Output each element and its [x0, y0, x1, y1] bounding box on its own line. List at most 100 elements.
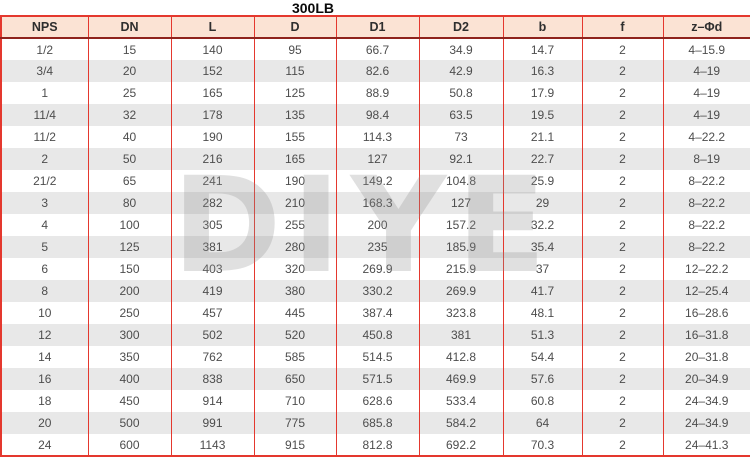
cell-nps: 21/2 [0, 170, 89, 192]
table-row: 6 150 403 320 269.9 215.9 37 2 12–22.2 [0, 258, 750, 280]
header-row: NPS DN L D D1 D2 b f z–Φd [0, 15, 750, 39]
cell-f: 2 [581, 368, 664, 390]
cell-nps: 20 [0, 412, 89, 434]
cell-f: 2 [581, 236, 664, 258]
cell-d: 155 [253, 126, 337, 148]
cell-nps: 1/2 [0, 38, 89, 60]
table-row: 10 250 457 445 387.4 323.8 48.1 2 16–28.6 [0, 302, 750, 324]
cell-b: 37 [502, 258, 583, 280]
cell-z-phi-d: 4–22.2 [662, 126, 750, 148]
cell-b: 32.2 [502, 214, 583, 236]
column-header-d: D [253, 15, 337, 39]
table-row: 20 500 991 775 685.8 584.2 64 2 24–34.9 [0, 412, 750, 434]
cell-l: 165 [170, 82, 255, 104]
cell-d2: 127 [418, 192, 504, 214]
cell-f: 2 [581, 324, 664, 346]
cell-d2: 269.9 [418, 280, 504, 302]
cell-d2: 63.5 [418, 104, 504, 126]
column-header-f: f [581, 15, 664, 39]
table-row: 3/4 20 152 115 82.6 42.9 16.3 2 4–19 [0, 60, 750, 82]
cell-dn: 450 [87, 390, 172, 412]
cell-d1: 149.2 [335, 170, 420, 192]
table-row: 3 80 282 210 168.3 127 29 2 8–22.2 [0, 192, 750, 214]
cell-l: 838 [170, 368, 255, 390]
table-row: 12 300 502 520 450.8 381 51.3 2 16–31.8 [0, 324, 750, 346]
cell-z-phi-d: 8–22.2 [662, 192, 750, 214]
cell-d1: 450.8 [335, 324, 420, 346]
cell-dn: 65 [87, 170, 172, 192]
cell-z-phi-d: 4–19 [662, 104, 750, 126]
flange-dimension-table: NPS DN L D D1 D2 b f z–Φd 1/2 15 140 95 66.7 34.9 14.7… [0, 15, 750, 457]
cell-d1: 514.5 [335, 346, 420, 368]
cell-f: 2 [581, 38, 664, 60]
cell-b: 41.7 [502, 280, 583, 302]
cell-dn: 150 [87, 258, 172, 280]
cell-d2: 50.8 [418, 82, 504, 104]
table-header: NPS DN L D D1 D2 b f z–Φd [0, 15, 750, 39]
cell-d: 115 [253, 60, 337, 82]
cell-l: 381 [170, 236, 255, 258]
cell-dn: 32 [87, 104, 172, 126]
cell-z-phi-d: 24–41.3 [662, 434, 750, 456]
table-title: 300LB [291, 0, 335, 16]
cell-b: 57.6 [502, 368, 583, 390]
cell-d: 125 [253, 82, 337, 104]
cell-dn: 50 [87, 148, 172, 170]
cell-b: 64 [502, 412, 583, 434]
cell-l: 140 [170, 38, 255, 60]
cell-l: 502 [170, 324, 255, 346]
cell-d1: 812.8 [335, 434, 420, 456]
cell-d: 280 [253, 236, 337, 258]
cell-f: 2 [581, 126, 664, 148]
cell-f: 2 [581, 258, 664, 280]
cell-l: 216 [170, 148, 255, 170]
cell-z-phi-d: 20–34.9 [662, 368, 750, 390]
cell-d: 710 [253, 390, 337, 412]
cell-b: 29 [502, 192, 583, 214]
table-body: 1/2 15 140 95 66.7 34.9 14.7 2 4–15.9 3/4 20 152 115… [0, 38, 750, 456]
cell-d1: 269.9 [335, 258, 420, 280]
cell-b: 48.1 [502, 302, 583, 324]
cell-f: 2 [581, 82, 664, 104]
cell-l: 419 [170, 280, 255, 302]
cell-d: 585 [253, 346, 337, 368]
cell-d: 320 [253, 258, 337, 280]
column-header-d1: D1 [335, 15, 420, 39]
table-row: 5 125 381 280 235 185.9 35.4 2 8–22.2 [0, 236, 750, 258]
cell-b: 25.9 [502, 170, 583, 192]
cell-nps: 11/4 [0, 104, 89, 126]
cell-d1: 387.4 [335, 302, 420, 324]
cell-dn: 600 [87, 434, 172, 456]
cell-d2: 533.4 [418, 390, 504, 412]
cell-dn: 15 [87, 38, 172, 60]
cell-f: 2 [581, 60, 664, 82]
cell-nps: 18 [0, 390, 89, 412]
cell-z-phi-d: 4–15.9 [662, 38, 750, 60]
cell-b: 51.3 [502, 324, 583, 346]
cell-l: 305 [170, 214, 255, 236]
table-row: 8 200 419 380 330.2 269.9 41.7 2 12–25.4 [0, 280, 750, 302]
cell-l: 152 [170, 60, 255, 82]
cell-d: 190 [253, 170, 337, 192]
cell-l: 282 [170, 192, 255, 214]
table-row: 24 600 1143 915 812.8 692.2 70.3 2 24–41.3 [0, 434, 750, 456]
cell-nps: 8 [0, 280, 89, 302]
cell-f: 2 [581, 434, 664, 456]
column-header-z-phi-d: z–Φd [662, 15, 750, 39]
cell-f: 2 [581, 214, 664, 236]
cell-f: 2 [581, 280, 664, 302]
column-header-b: b [502, 15, 583, 39]
table-row: 21/2 65 241 190 149.2 104.8 25.9 2 8–22.2 [0, 170, 750, 192]
cell-d2: 692.2 [418, 434, 504, 456]
cell-dn: 400 [87, 368, 172, 390]
cell-f: 2 [581, 412, 664, 434]
cell-z-phi-d: 8–22.2 [662, 170, 750, 192]
cell-d2: 185.9 [418, 236, 504, 258]
cell-z-phi-d: 16–28.6 [662, 302, 750, 324]
cell-d2: 381 [418, 324, 504, 346]
cell-d2: 157.2 [418, 214, 504, 236]
cell-b: 17.9 [502, 82, 583, 104]
cell-f: 2 [581, 346, 664, 368]
cell-b: 21.1 [502, 126, 583, 148]
cell-b: 19.5 [502, 104, 583, 126]
